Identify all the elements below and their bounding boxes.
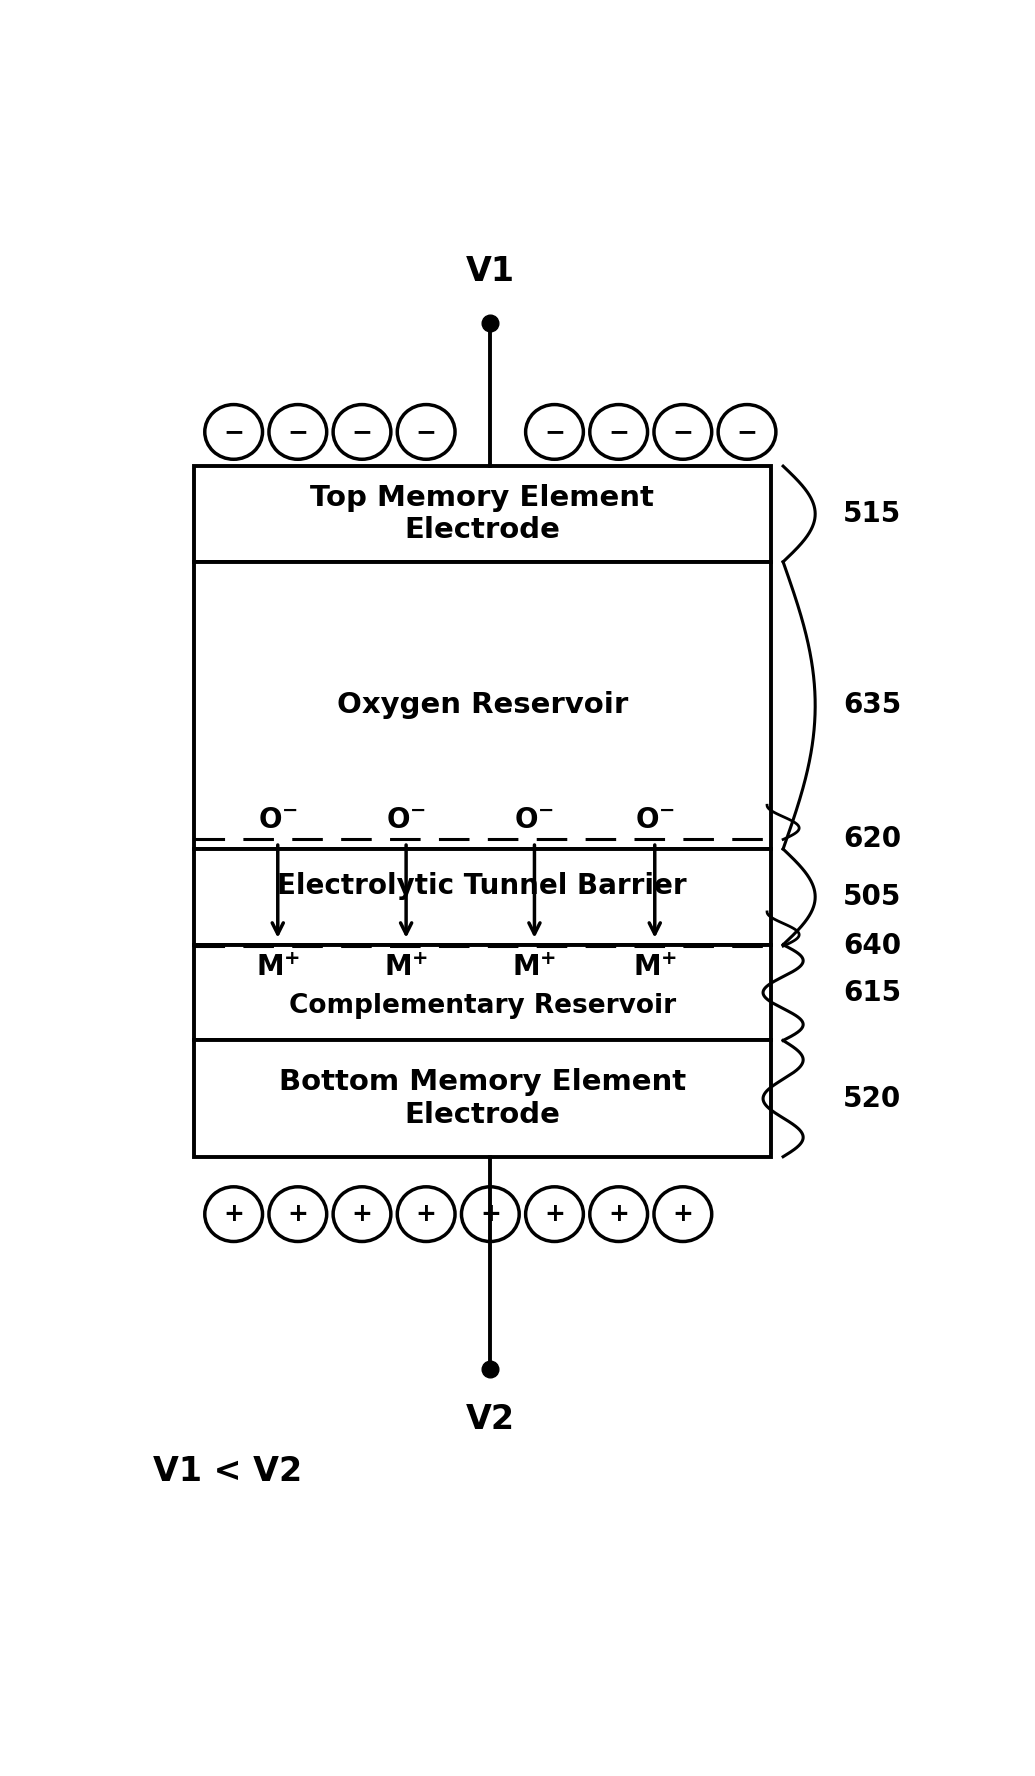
Text: 635: 635 xyxy=(844,691,901,719)
Ellipse shape xyxy=(397,1186,455,1241)
Text: 640: 640 xyxy=(844,932,901,961)
Text: $\mathregular{O^{-}}$: $\mathregular{O^{-}}$ xyxy=(258,806,298,835)
Text: Electrolytic Tunnel Barrier: Electrolytic Tunnel Barrier xyxy=(277,872,687,900)
Ellipse shape xyxy=(397,405,455,460)
Text: −: − xyxy=(288,419,308,444)
Text: −: − xyxy=(544,419,565,444)
Text: 620: 620 xyxy=(844,826,901,854)
Ellipse shape xyxy=(590,1186,648,1241)
Ellipse shape xyxy=(526,405,584,460)
Text: V2: V2 xyxy=(466,1403,514,1435)
Bar xyxy=(194,465,771,561)
Ellipse shape xyxy=(333,1186,391,1241)
Text: −: − xyxy=(609,419,629,444)
Text: $\mathregular{M^{+}}$: $\mathregular{M^{+}}$ xyxy=(256,954,300,982)
Text: $\mathregular{M^{+}}$: $\mathregular{M^{+}}$ xyxy=(632,954,677,982)
Text: +: + xyxy=(480,1202,501,1225)
Text: −: − xyxy=(416,419,437,444)
Text: $\mathregular{O^{-}}$: $\mathregular{O^{-}}$ xyxy=(386,806,426,835)
Text: 505: 505 xyxy=(844,883,901,911)
Bar xyxy=(194,561,771,849)
Bar xyxy=(194,849,771,945)
Bar xyxy=(194,945,771,1041)
Ellipse shape xyxy=(654,405,712,460)
Text: +: + xyxy=(673,1202,693,1225)
Text: +: + xyxy=(609,1202,629,1225)
Text: Top Memory Element
Electrode: Top Memory Element Electrode xyxy=(310,483,654,543)
Bar xyxy=(194,1041,771,1156)
Ellipse shape xyxy=(526,1186,584,1241)
Text: +: + xyxy=(544,1202,565,1225)
Text: V1 < V2: V1 < V2 xyxy=(153,1455,302,1488)
Ellipse shape xyxy=(269,405,327,460)
Ellipse shape xyxy=(718,405,776,460)
Text: −: − xyxy=(224,419,244,444)
Text: 515: 515 xyxy=(844,501,901,527)
Text: $\mathregular{M^{+}}$: $\mathregular{M^{+}}$ xyxy=(384,954,428,982)
Text: Complementary Reservoir: Complementary Reservoir xyxy=(289,993,676,1019)
Ellipse shape xyxy=(462,1186,520,1241)
Text: +: + xyxy=(288,1202,308,1225)
Text: $\mathregular{O^{-}}$: $\mathregular{O^{-}}$ xyxy=(514,806,555,835)
Text: V1: V1 xyxy=(466,256,514,288)
Text: 615: 615 xyxy=(844,979,901,1007)
Text: Oxygen Reservoir: Oxygen Reservoir xyxy=(336,691,628,719)
Ellipse shape xyxy=(269,1186,327,1241)
Text: +: + xyxy=(416,1202,437,1225)
Text: −: − xyxy=(673,419,693,444)
Text: $\mathregular{O^{-}}$: $\mathregular{O^{-}}$ xyxy=(634,806,675,835)
Text: −: − xyxy=(737,419,758,444)
Text: +: + xyxy=(352,1202,373,1225)
Text: −: − xyxy=(352,419,373,444)
Ellipse shape xyxy=(205,405,263,460)
Text: +: + xyxy=(224,1202,244,1225)
Ellipse shape xyxy=(333,405,391,460)
Text: Bottom Memory Element
Electrode: Bottom Memory Element Electrode xyxy=(278,1069,686,1130)
Ellipse shape xyxy=(205,1186,263,1241)
Text: 520: 520 xyxy=(844,1085,901,1112)
Ellipse shape xyxy=(590,405,648,460)
Text: $\mathregular{M^{+}}$: $\mathregular{M^{+}}$ xyxy=(512,954,557,982)
Ellipse shape xyxy=(654,1186,712,1241)
